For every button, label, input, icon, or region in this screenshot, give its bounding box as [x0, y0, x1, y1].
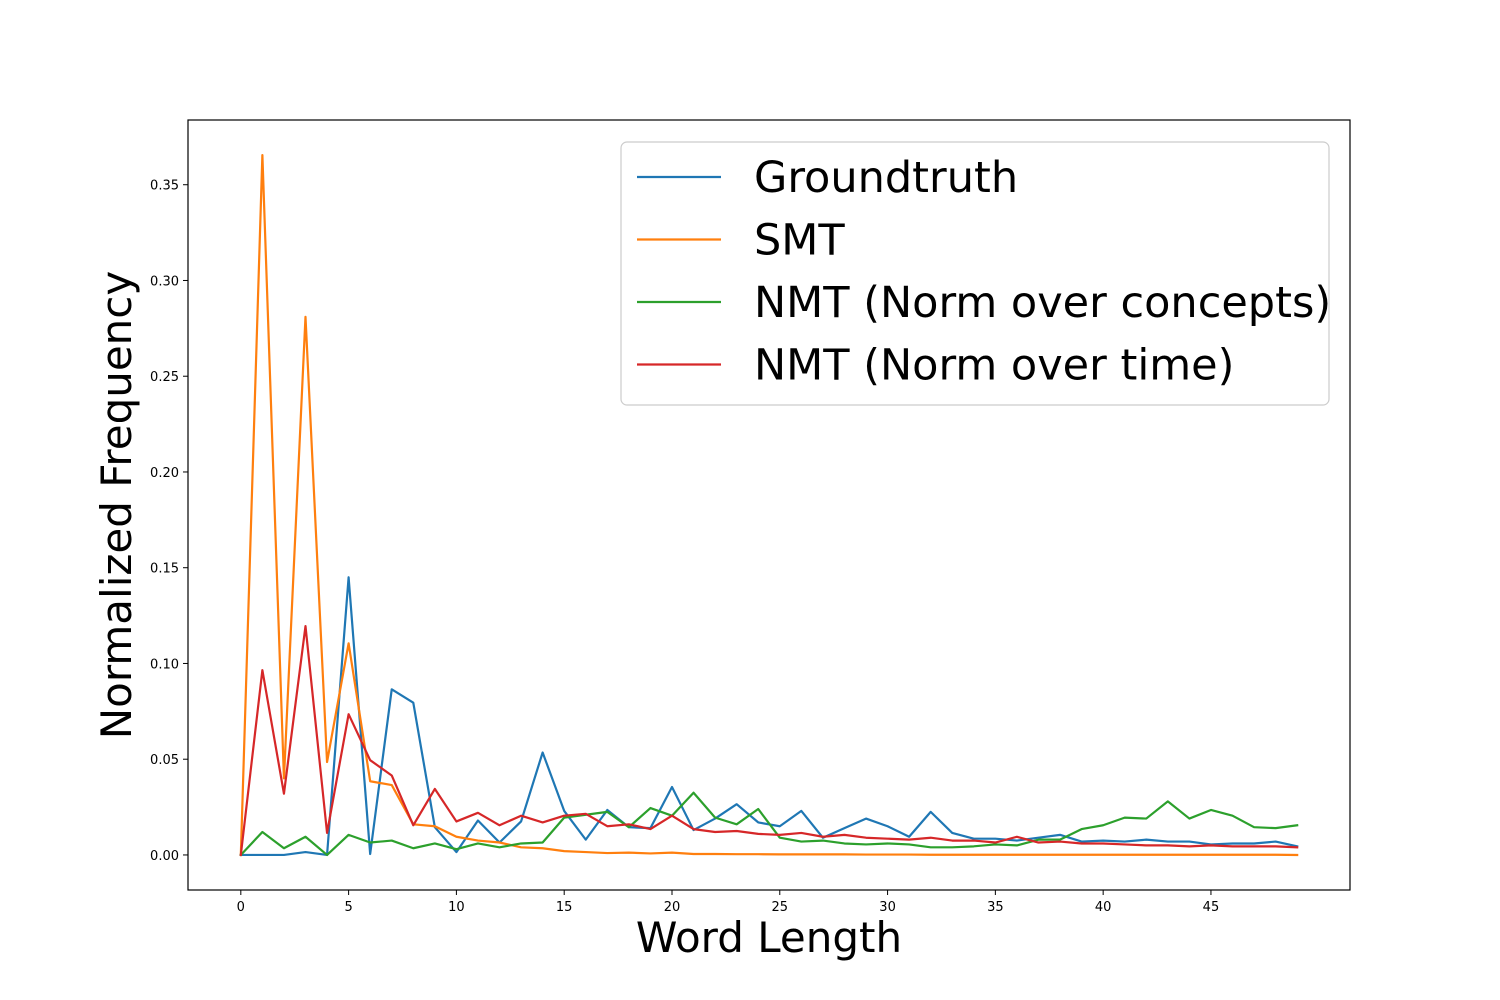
y-tick-label: 0.35 — [150, 179, 179, 194]
x-tick-label: 25 — [772, 900, 789, 915]
y-tick-label: 0.30 — [150, 274, 179, 289]
y-tick-label: 0.20 — [150, 466, 179, 481]
x-tick-label: 5 — [344, 900, 352, 915]
legend-box — [620, 141, 1330, 406]
y-tick-label: 0.25 — [150, 370, 179, 385]
x-tick-label: 30 — [879, 900, 896, 915]
series-lines — [239, 153, 1299, 857]
y-tick-label: 0.00 — [150, 849, 179, 864]
series-line-2 — [239, 791, 1299, 857]
plot-frame — [187, 119, 1351, 891]
legend-label-2: NMT (Norm over concepts) — [754, 278, 1331, 328]
y-tick-label: 0.15 — [150, 562, 179, 577]
x-tick-label: 20 — [664, 900, 681, 915]
y-tick-label: 0.05 — [150, 753, 179, 768]
legend: Groundtruth SMT NMT (Norm over concepts) NM… — [620, 141, 1331, 406]
legend-label-3: NMT (Norm over time) — [754, 341, 1234, 391]
y-axis-ticks: 0.00 0.05 0.10 0.15 0.20 0.25 0.30 0.35 — [150, 179, 188, 864]
x-tick-label: 15 — [556, 900, 573, 915]
series-line-1 — [239, 153, 1299, 857]
x-tick-label: 40 — [1095, 900, 1112, 915]
x-axis-label: Word Length — [636, 913, 902, 962]
y-axis-label: Normalized Frequency — [92, 271, 141, 740]
series-line-3 — [239, 625, 1299, 857]
y-tick-label: 0.10 — [150, 657, 179, 672]
x-tick-label: 35 — [987, 900, 1004, 915]
legend-label-1: SMT — [754, 216, 845, 266]
x-axis-ticks: 0 5 10 15 20 25 30 35 40 45 — [237, 890, 1220, 915]
x-tick-label: 0 — [237, 900, 245, 915]
x-tick-label: 10 — [448, 900, 465, 915]
x-tick-label: 45 — [1203, 900, 1220, 915]
legend-label-0: Groundtruth — [754, 153, 1018, 203]
